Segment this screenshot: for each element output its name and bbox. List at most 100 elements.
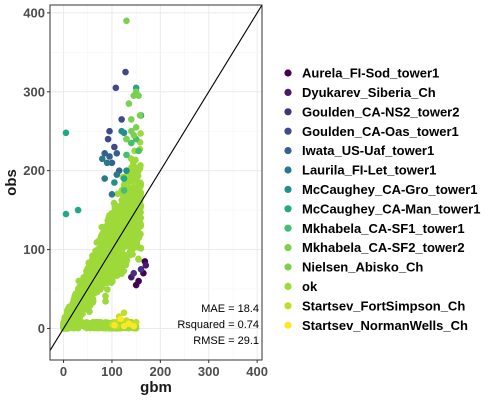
y-tick-label: 200 <box>23 163 45 178</box>
data-point-ok <box>123 215 131 223</box>
data-point-ok <box>85 260 93 267</box>
data-point-mccaughey-ca-gro-tower1 <box>120 129 128 137</box>
data-point-ok <box>96 284 103 291</box>
legend-label-aurela-fi-sod-tower1: Aurela_FI-Sod_tower1 <box>302 66 439 81</box>
data-point-ok <box>71 322 79 329</box>
legend-label-mkhabela-ca-sf2-tower2: Mkhabela_CA-SF2_tower2 <box>302 240 465 255</box>
data-point-ok <box>116 255 124 263</box>
data-point-ok <box>108 238 115 246</box>
data-point-ok <box>128 169 135 177</box>
data-point-mkhabela-ca-sf2-tower2 <box>135 92 142 100</box>
data-point-iwata-us-uaf-tower1 <box>108 159 116 167</box>
data-point-iwata-us-uaf-tower1 <box>106 153 113 160</box>
data-point-dyukarev-siberia-ch <box>142 262 150 269</box>
legend-label-ok: ok <box>302 279 318 294</box>
data-point-ok <box>102 292 109 300</box>
legend-key-startsev-fortsimpson-ch <box>284 302 292 310</box>
data-point-ok <box>87 324 95 331</box>
stat-rsquared: Rsquared = 0.74 <box>177 319 259 331</box>
stat-rmse: RMSE = 29.1 <box>193 335 259 347</box>
data-point-nielsen-abisko-ch <box>132 123 140 131</box>
legend-key-startsev-normanwells-ch <box>284 321 292 329</box>
data-point-ok <box>109 221 116 229</box>
legend-key-mccaughey-ca-man-tower1 <box>284 205 292 213</box>
legend-key-goulden-ca-ns2-tower2 <box>284 108 292 116</box>
data-point-ok <box>63 312 70 320</box>
legend-key-mccaughey-ca-gro-tower1 <box>284 185 292 193</box>
data-point-ok <box>120 267 128 275</box>
data-point-ok <box>132 177 140 184</box>
data-point-ok <box>134 189 141 196</box>
legend-label-mkhabela-ca-sf1-tower1: Mkhabela_CA-SF1_tower1 <box>302 221 465 236</box>
x-tick-label: 200 <box>150 364 172 379</box>
x-tick-label: 0 <box>60 364 67 379</box>
legend-label-startsev-fortsimpson-ch: Startsev_FortSimpson_Ch <box>302 298 465 313</box>
legend-label-dyukarev-siberia-ch: Dyukarev_Siberia_Ch <box>302 85 436 100</box>
legend-label-laurila-fi-let-tower1: Laurila_FI-Let_tower1 <box>302 163 436 178</box>
data-point-goulden-ca-oas-tower1 <box>106 127 113 135</box>
data-point-ok <box>130 231 137 239</box>
data-point-ok <box>137 130 144 137</box>
data-point-ok <box>76 314 83 321</box>
data-point-ok <box>133 183 141 191</box>
data-point-mkhabela-ca-sf1-tower1 <box>120 187 128 194</box>
data-point-ok <box>81 274 89 282</box>
legend-key-laurila-fi-let-tower1 <box>284 166 292 174</box>
data-point-ok <box>99 321 107 329</box>
y-axis-ticks: 0 100 200 300 400 <box>23 5 50 336</box>
data-point-startsev-fortsimpson-ch <box>120 309 128 316</box>
data-point-goulden-ca-oas-tower1 <box>104 135 112 143</box>
y-axis-title: obs <box>3 169 20 196</box>
data-point-startsev-normanwells-ch <box>111 321 118 329</box>
data-point-startsev-normanwells-ch <box>117 315 124 323</box>
plot-border <box>49 4 263 361</box>
data-point-ok <box>114 190 121 198</box>
legend-label-goulden-ca-ns2-tower2: Goulden_CA-NS2_tower2 <box>302 104 459 119</box>
data-point-ok <box>97 253 105 261</box>
data-point-iwata-us-uaf-tower1 <box>101 150 108 157</box>
x-axis-title: gbm <box>140 379 172 396</box>
data-point-ok <box>102 263 109 271</box>
data-point-mkhabela-ca-sf1-tower1 <box>123 151 130 159</box>
x-axis-ticks: 0 100 200 300 400 <box>60 360 268 379</box>
legend: Aurela_FI-Sod_tower1 Dyukarev_Siberia_Ch G… <box>284 66 480 333</box>
legend-key-mkhabela-ca-sf2-tower2 <box>284 244 292 252</box>
data-point-ok <box>91 259 98 266</box>
data-point-ok <box>135 234 143 242</box>
data-point-ok <box>118 202 125 210</box>
data-point-ok <box>100 245 108 253</box>
legend-key-ok <box>284 282 292 290</box>
data-point-goulden-ca-oas-tower1 <box>122 68 129 76</box>
data-point-mccaughey-ca-man-tower1 <box>74 206 82 214</box>
data-point-ok <box>133 197 141 204</box>
data-point-ok <box>98 223 106 231</box>
data-point-ok <box>87 283 95 290</box>
data-point-ok <box>77 319 84 326</box>
data-point-ok <box>95 275 102 282</box>
data-point-mccaughey-ca-man-tower1 <box>62 210 70 218</box>
legend-key-nielsen-abisko-ch <box>284 263 292 271</box>
identity-line <box>49 4 263 351</box>
data-point-goulden-ca-ns2-tower2 <box>130 269 138 277</box>
data-point-laurila-fi-let-tower1 <box>113 171 121 178</box>
data-point-ok <box>121 252 129 260</box>
y-tick-label: 400 <box>23 5 45 20</box>
data-point-nielsen-abisko-ch <box>128 116 135 123</box>
data-point-ok <box>92 247 99 255</box>
data-point-startsev-normanwells-ch <box>130 322 138 330</box>
legend-key-dyukarev-siberia-ch <box>284 88 292 96</box>
data-point-aurela-fi-sod-tower1 <box>132 281 140 289</box>
x-tick-label: 100 <box>101 364 123 379</box>
legend-label-mccaughey-ca-man-tower1: McCaughey_CA-Man_tower1 <box>302 201 480 216</box>
x-tick-label: 300 <box>198 364 220 379</box>
data-point-ok <box>132 156 139 164</box>
legend-key-iwata-us-uaf-tower1 <box>284 147 292 155</box>
stats-annotation: MAE = 18.4 Rsquared = 0.74 RMSE = 29.1 <box>177 303 259 347</box>
stat-mae: MAE = 18.4 <box>201 303 259 315</box>
data-point-startsev-normanwells-ch <box>120 322 128 330</box>
data-point-goulden-ca-oas-tower1 <box>118 116 125 123</box>
data-point-mccaughey-ca-man-tower1 <box>62 129 70 137</box>
data-point-ok <box>104 286 111 293</box>
data-point-ok <box>98 239 105 246</box>
